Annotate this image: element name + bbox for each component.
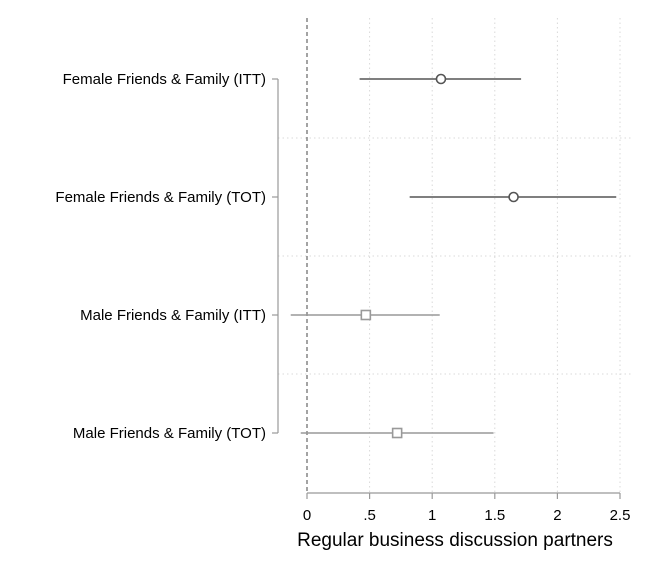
x-tick-label: 1 bbox=[428, 507, 436, 524]
x-tick-label: 0 bbox=[303, 507, 311, 524]
x-tick-label: 2.5 bbox=[610, 507, 631, 524]
point-estimate-square bbox=[391, 427, 403, 439]
category-label: Female Friends & Family (ITT) bbox=[63, 71, 266, 88]
x-tick-label: 2 bbox=[553, 507, 561, 524]
category-label: Male Friends & Family (TOT) bbox=[73, 425, 266, 442]
point-estimate-circle bbox=[435, 73, 447, 85]
category-label: Female Friends & Family (TOT) bbox=[55, 189, 266, 206]
x-axis-title: Regular business discussion partners bbox=[297, 530, 613, 551]
point-estimate-square bbox=[360, 309, 372, 321]
x-tick-label: 1.5 bbox=[484, 507, 505, 524]
axes: 0 .5 1 1.5 2 2.5 Female Friends & Family (ITT)… bbox=[55, 71, 630, 524]
point-estimate-circle bbox=[508, 191, 519, 203]
x-tick-label: .5 bbox=[363, 507, 376, 524]
plot-marks bbox=[290, 73, 617, 439]
grid bbox=[278, 18, 632, 493]
category-label: Male Friends & Family (ITT) bbox=[80, 307, 266, 324]
